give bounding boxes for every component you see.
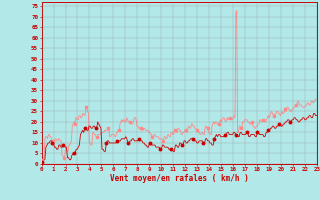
X-axis label: Vent moyen/en rafales ( km/h ): Vent moyen/en rafales ( km/h ) [110, 174, 249, 183]
